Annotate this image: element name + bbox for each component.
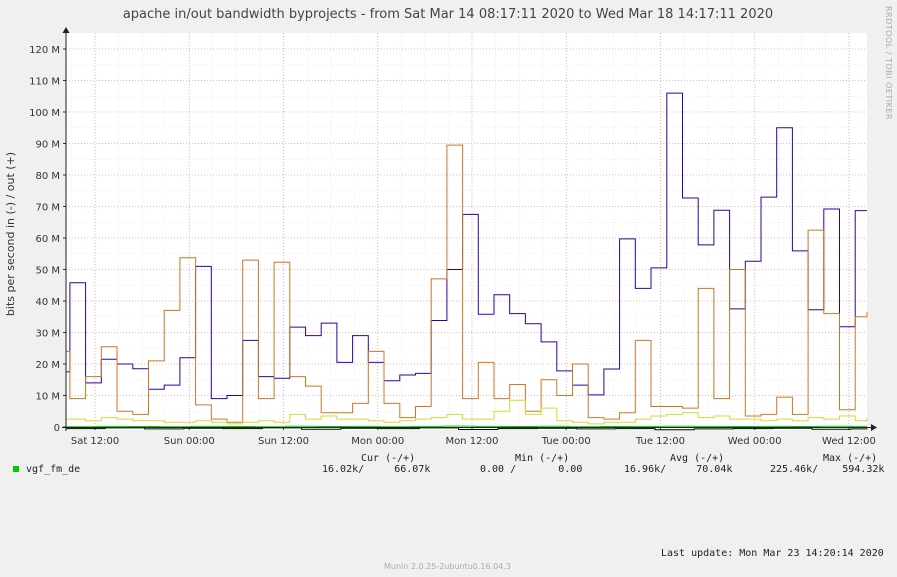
legend-header-avg: Avg (-/+) <box>670 453 725 464</box>
x-tick-label: Sat 12:00 <box>71 436 119 447</box>
x-tick-label: Sun 12:00 <box>258 436 309 447</box>
munin-version: Munin 2.0.25-2ubuntu0.16.04.3 <box>384 562 511 571</box>
y-tick-label: 60 M <box>35 234 60 245</box>
series-line-2 <box>66 399 868 425</box>
series-lines <box>66 92 868 431</box>
x-tick-label: Sun 00:00 <box>164 436 215 447</box>
x-axis-arrow-icon <box>871 424 877 431</box>
y-tick-label: 20 M <box>35 360 60 371</box>
y-tick-label: 50 M <box>35 266 60 277</box>
legend-swatch-icon <box>13 466 19 472</box>
y-tick-label: 10 M <box>35 392 60 403</box>
x-tick-label: Tue 00:00 <box>541 436 591 447</box>
y-tick-label: 80 M <box>35 171 60 182</box>
legend-avg-value: 16.96k/ 70.04k <box>624 464 733 475</box>
last-update: Last update: Mon Mar 23 14:20:14 2020 <box>661 548 884 559</box>
chart-title: apache in/out bandwidth byprojects - fro… <box>123 7 773 22</box>
legend-min-value: 0.00 / 0.00 <box>480 464 583 475</box>
x-tick-label: Wed 12:00 <box>822 436 876 447</box>
x-tick-label: Mon 00:00 <box>351 436 404 447</box>
y-axis-arrow-icon <box>62 27 70 33</box>
y-axis-label: bits per second in (-) / out (+) <box>4 152 17 316</box>
legend-cur-value: 16.02k/ 66.07k <box>322 464 431 475</box>
series-line-1 <box>66 144 868 423</box>
rrdtool-credit: RRDTOOL / TOBI OETIKER <box>884 6 893 120</box>
y-tick-label: 40 M <box>35 297 60 308</box>
legend-header-min: Min (-/+) <box>515 453 570 464</box>
y-tick-label: 120 M <box>29 45 60 56</box>
y-tick-label: 30 M <box>35 329 60 340</box>
series-line-3 <box>66 427 868 431</box>
y-tick-labels: 0 10 M 20 M 30 M 40 M 50 M 60 M 70 M 80 M 90 M 100… <box>29 45 66 434</box>
x-tick-label: Wed 00:00 <box>728 436 782 447</box>
legend-header-cur: Cur (-/+) <box>361 453 416 464</box>
y-tick-label: 110 M <box>29 77 60 88</box>
y-tick-label: 90 M <box>35 140 60 151</box>
plot-area <box>66 33 867 430</box>
legend-name: vgf_fm_de <box>26 464 81 475</box>
x-tick-label: Tue 12:00 <box>635 436 685 447</box>
y-tick-label: 100 M <box>29 108 60 119</box>
x-tick-label: Mon 12:00 <box>445 436 498 447</box>
legend-header-max: Max (-/+) <box>823 453 878 464</box>
y-tick-label: 70 M <box>35 203 60 214</box>
legend-max-value: 225.46k/ 594.32k <box>770 464 885 475</box>
series-line-4 <box>66 425 867 428</box>
y-tick-label: 0 <box>54 423 60 434</box>
